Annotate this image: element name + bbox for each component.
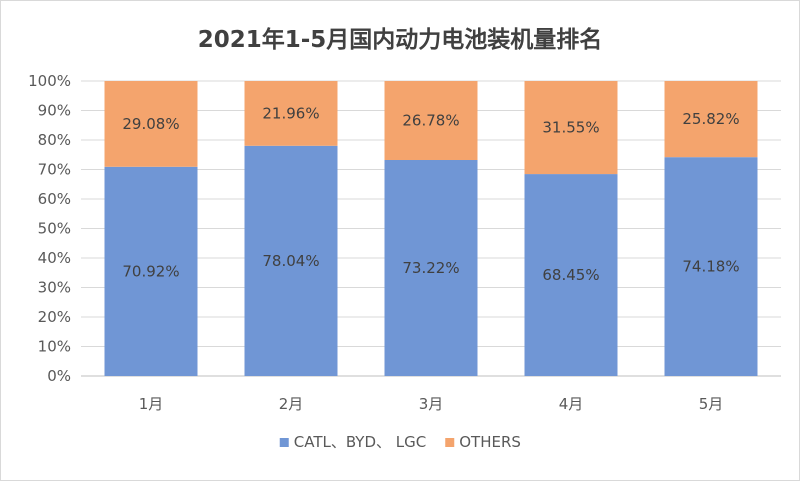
bar-segment [524, 174, 618, 376]
legend-swatch [445, 438, 455, 447]
legend-label: CATL、BYD、 LGC [294, 433, 427, 451]
data-label: 29.08% [122, 115, 179, 133]
y-tick-label: 80% [38, 131, 71, 149]
data-label: 74.18% [682, 258, 739, 276]
y-tick-label: 20% [38, 308, 71, 326]
y-tick-label: 0% [47, 367, 71, 385]
data-label: 25.82% [682, 110, 739, 128]
legend-label: OTHERS [459, 433, 521, 451]
y-tick-label: 60% [38, 190, 71, 208]
y-tick-label: 40% [38, 249, 71, 267]
bar-segment [664, 81, 758, 158]
data-labels: 70.92% 29.08% 78.04% 21.96% 73.22% 26.78% 68.4… [122, 104, 739, 284]
x-tick-label: 2月 [279, 395, 304, 413]
bar-segment [384, 160, 478, 376]
data-label: 31.55% [542, 119, 599, 137]
y-tick-label: 50% [38, 220, 71, 238]
bar-segment [104, 81, 198, 167]
x-tick-label: 3月 [419, 395, 444, 413]
bar-segment [524, 81, 618, 175]
x-tick-label: 4月 [559, 395, 584, 413]
chart-title: 2021年1-5月国内动力电池装机量排名 [198, 26, 603, 53]
bars [104, 81, 758, 376]
legend-swatch [279, 438, 289, 447]
data-label: 21.96% [262, 104, 319, 122]
x-tick-label: 5月 [699, 395, 724, 413]
bar-segment [244, 81, 338, 146]
bar-segment [664, 157, 758, 376]
bar-segment [104, 166, 198, 376]
data-label: 73.22% [402, 259, 459, 277]
data-label: 70.92% [122, 262, 179, 280]
y-tick-label: 10% [38, 338, 71, 356]
y-tick-label: 100% [28, 72, 71, 90]
x-tick-label: 1月 [139, 395, 164, 413]
bar-segment [384, 81, 478, 161]
data-label: 78.04% [262, 252, 319, 270]
y-tick-label: 90% [38, 102, 71, 120]
x-axis: 1月 2月 3月 4月 5月 [139, 395, 724, 413]
legend: CATL、BYD、 LGC OTHERS [279, 433, 521, 451]
y-tick-label: 30% [38, 279, 71, 297]
bar-segment [244, 145, 338, 376]
data-label: 26.78% [402, 112, 459, 130]
y-axis: 0% 10% 20% 30% 40% 50% 60% 70% 80% 90% 100% [28, 72, 71, 385]
y-tick-label: 70% [38, 161, 71, 179]
data-label: 68.45% [542, 266, 599, 284]
